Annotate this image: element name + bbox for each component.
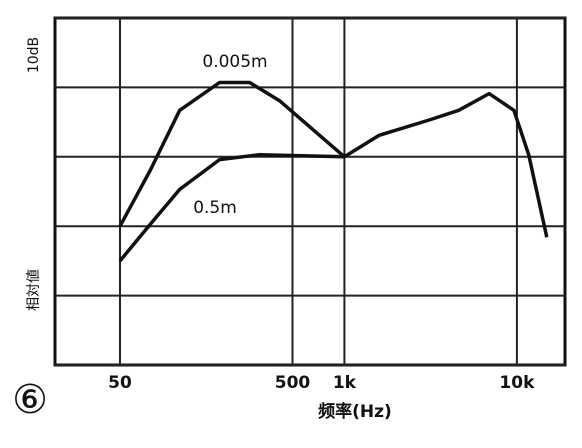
x-axis-label: 频率(Hz) xyxy=(318,401,392,422)
x-tick-label: 10k xyxy=(499,373,535,393)
series-label: 0.5m xyxy=(193,198,237,218)
y-axis-label: 相対値 xyxy=(26,269,42,311)
figure-number: ⑥ xyxy=(12,377,48,423)
plot-frame xyxy=(53,16,567,367)
x-tick-label: 50 xyxy=(108,373,132,393)
line xyxy=(118,80,549,238)
series-label: 0.005m xyxy=(202,52,267,72)
line xyxy=(118,152,345,263)
x-tick-label: 500 xyxy=(275,373,311,393)
y-scale-label: 10dB xyxy=(26,37,42,73)
x-tick-label: 1k xyxy=(333,373,357,393)
